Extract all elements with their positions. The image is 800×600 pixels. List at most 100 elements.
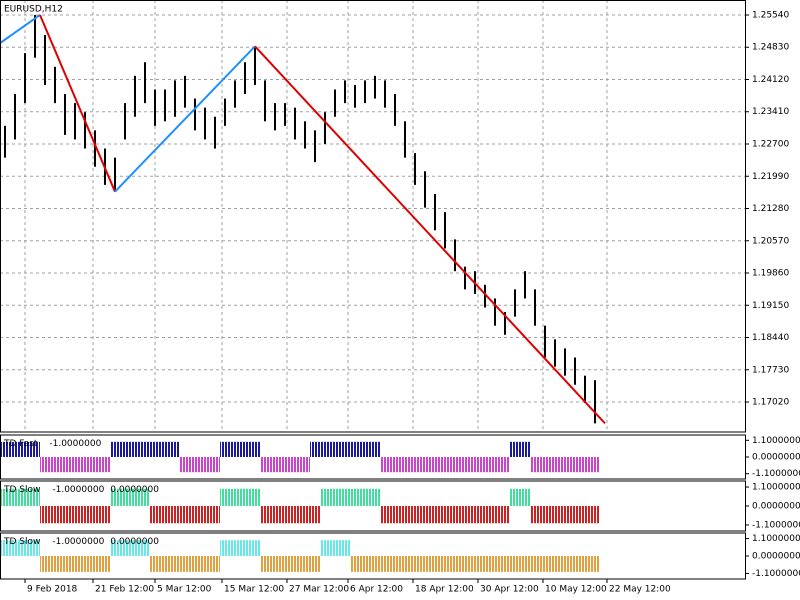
histogram-bar — [20, 488, 30, 506]
price-bar — [274, 103, 276, 131]
histogram-bar — [420, 506, 430, 524]
price-bar — [4, 125, 6, 158]
price-bar — [294, 107, 296, 140]
histogram-bar — [40, 506, 50, 524]
histogram-bar — [320, 488, 330, 506]
price-bar — [464, 266, 466, 290]
indicator-label: TD Fast -1.0000000 — [3, 439, 102, 449]
histogram-bar — [170, 441, 180, 457]
histogram-bar — [480, 556, 490, 572]
histogram-bar — [180, 457, 190, 473]
histogram-bar — [20, 540, 30, 556]
histogram-bar — [100, 457, 110, 473]
histogram-bar — [440, 506, 450, 524]
price-bar — [244, 62, 246, 95]
y-tick-label: 1.1000000 — [752, 534, 800, 544]
histogram-bar — [210, 457, 220, 473]
histogram-bar — [350, 441, 360, 457]
histogram-bar — [510, 441, 520, 457]
histogram-bar — [320, 540, 330, 556]
price-bar — [544, 325, 546, 358]
y-tick-label: 0.0000000 — [752, 552, 800, 562]
price-bar — [494, 298, 496, 326]
histogram-bar — [320, 441, 330, 457]
price-bar — [314, 130, 316, 163]
histogram-bar — [270, 506, 280, 524]
histogram-bar — [570, 556, 580, 572]
histogram-bar — [540, 506, 550, 524]
histogram-bar — [500, 556, 510, 572]
histogram-bar — [80, 457, 90, 473]
y-tick-label: 1.19150 — [752, 301, 789, 311]
histogram-bar — [10, 540, 20, 556]
histogram-bar — [590, 506, 600, 524]
histogram-bar — [580, 506, 590, 524]
histogram-bar — [220, 540, 230, 556]
indicator-label: TD Slow -1.0000000 0.0000000 — [3, 537, 159, 547]
price-bar — [334, 89, 336, 117]
y-tick-label: 1.25540 — [752, 10, 789, 20]
price-bar — [394, 94, 396, 126]
histogram-bar — [0, 540, 10, 556]
histogram-bar — [100, 556, 110, 572]
panel-frame — [0, 480, 746, 532]
histogram-bar — [200, 457, 210, 473]
histogram-bar — [360, 556, 370, 572]
histogram-bar — [420, 457, 430, 473]
histogram-bar — [520, 556, 530, 572]
price-bar — [154, 89, 156, 126]
histogram-bar — [380, 457, 390, 473]
histogram-bar — [380, 506, 390, 524]
histogram-bar — [470, 506, 480, 524]
histogram-bar — [430, 506, 440, 524]
price-bar — [84, 112, 86, 149]
histogram-bar — [30, 488, 40, 506]
price-bar — [434, 193, 436, 231]
histogram-bar — [10, 441, 20, 457]
price-bar — [514, 289, 516, 317]
price-bar — [214, 116, 216, 149]
histogram-bar — [410, 506, 420, 524]
histogram-bar — [280, 506, 290, 524]
y-tick-label: -1.1000000 — [752, 469, 800, 479]
price-bar — [234, 80, 236, 108]
histogram-bar — [40, 457, 50, 473]
y-tick-label: 1.24120 — [752, 75, 789, 85]
histogram-bar — [460, 506, 470, 524]
histogram-bar — [550, 506, 560, 524]
indicator-readout: -1.0000000 — [52, 485, 104, 495]
histogram-bar — [360, 441, 370, 457]
histogram-bar — [380, 556, 390, 572]
price-bar — [224, 98, 226, 126]
histogram-bar — [250, 441, 260, 457]
histogram-bar — [510, 556, 520, 572]
plot-frame — [0, 0, 746, 433]
histogram-bar — [430, 457, 440, 473]
histogram-bar — [410, 457, 420, 473]
price-bar — [194, 98, 196, 131]
histogram-bar — [560, 506, 570, 524]
x-tick-label: 10 May 12:00 — [545, 585, 607, 595]
histogram-bar — [410, 556, 420, 572]
histogram-bar — [400, 556, 410, 572]
histogram-bar — [60, 506, 70, 524]
price-bar — [324, 112, 326, 144]
histogram-bar — [130, 441, 140, 457]
histogram-bar — [70, 506, 80, 524]
histogram-bar — [120, 540, 130, 556]
histogram-bar — [330, 540, 340, 556]
histogram-bar — [570, 506, 580, 524]
histogram-bar — [530, 457, 540, 473]
histogram-bar — [580, 457, 590, 473]
price-bar — [174, 80, 176, 117]
price-bar — [354, 84, 356, 108]
x-tick-label: 9 Feb 2018 — [27, 585, 78, 595]
price-bar — [14, 94, 16, 140]
price-bar — [204, 107, 206, 140]
histogram-bar — [160, 506, 170, 524]
histogram-bar — [310, 556, 320, 572]
x-tick-label: 27 Mar 12:00 — [289, 585, 349, 595]
histogram-bar — [140, 441, 150, 457]
histogram-bar — [340, 488, 350, 506]
